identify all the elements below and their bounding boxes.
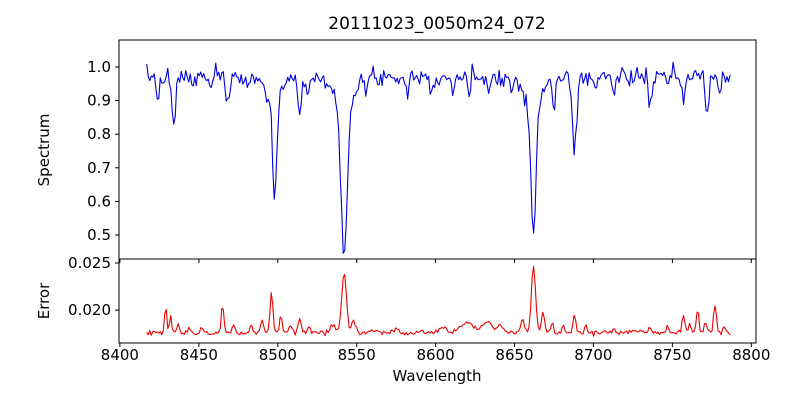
x-tick-label: 8650 [495,346,533,364]
x-tick-label: 8600 [417,346,455,364]
y-tick-label: 0.9 [87,92,111,110]
y-tick-label: 0.7 [87,159,111,177]
x-tick-label: 8800 [732,346,770,364]
x-tick-label: 8750 [653,346,691,364]
x-axis-label: Wavelength [393,367,482,385]
x-tick-label: 8500 [259,346,297,364]
y-tick-label: 0.5 [87,226,111,244]
axes-frame-error [118,258,757,344]
y-tick-label: 0.6 [87,192,111,210]
x-tick-label: 8400 [101,346,139,364]
y-tick-label: 0.025 [68,254,111,272]
y-tick-label: 1.0 [87,58,111,76]
error-series [146,265,731,337]
y-axis-label-spectrum: Spectrum [35,114,53,187]
x-tick-label: 8450 [180,346,218,364]
x-tick-label: 8550 [338,346,376,364]
x-tick-label: 8700 [574,346,612,364]
chart-title: 20111023_0050m24_072 [328,14,545,34]
y-axis-label-error: Error [35,282,53,319]
y-tick-label: 0.8 [87,125,111,143]
spectrum-series [146,61,731,254]
y-tick-label: 0.020 [68,301,111,319]
